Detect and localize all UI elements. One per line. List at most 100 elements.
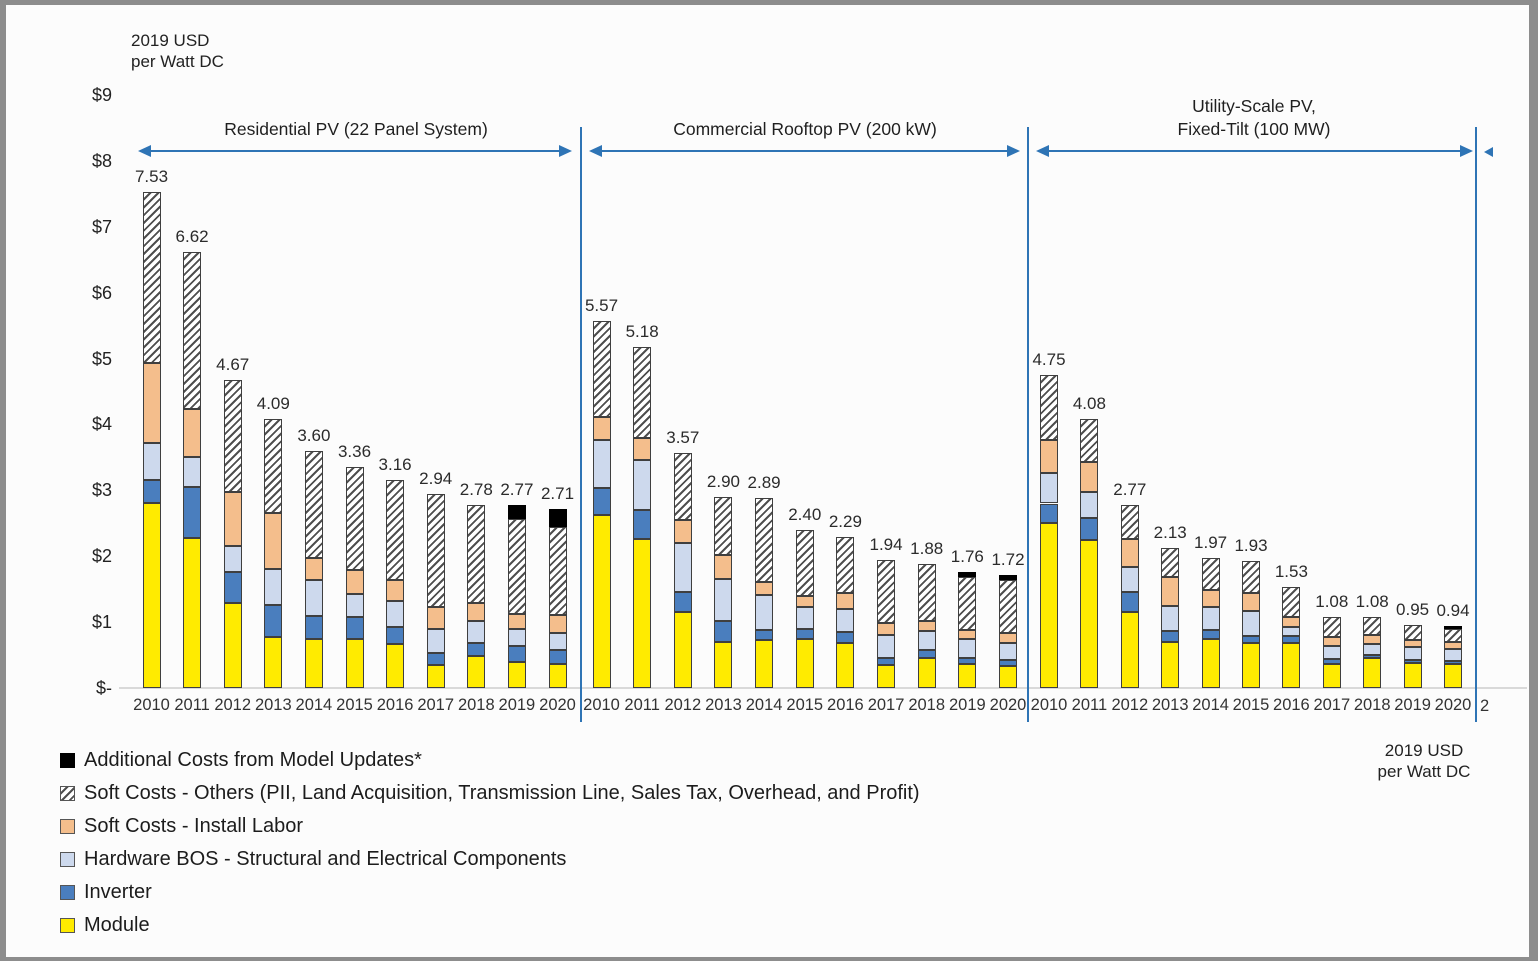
segment-hardware_bos-residential-2015 (345, 593, 364, 618)
segment-hardware_bos-commercial-2011 (633, 460, 652, 511)
segment-inverter-residential-2015 (345, 617, 364, 640)
y-tick--: $- (95, 678, 112, 698)
x-tick-year: 2019 (1394, 696, 1431, 714)
segment-hardware_bos-commercial-2013 (714, 578, 733, 622)
segment-hardware_bos-utilityscale-2018 (1363, 643, 1382, 656)
segment-module-residential-2020 (548, 664, 567, 688)
model-updates-swatch-icon (60, 753, 75, 768)
segment-inverter-residential-2012 (223, 572, 242, 603)
segment-soft_other-residential-2018 (467, 504, 486, 603)
segment-inverter-commercial-2014 (755, 630, 774, 640)
bar-total-label: 2.40 (788, 504, 822, 524)
segment-install_labor-residential-2015 (345, 570, 364, 594)
segment-soft_other-utilityscale-2011 (1080, 419, 1099, 462)
segment-soft_other-commercial-2020 (999, 579, 1017, 634)
bar-total-label: 5.57 (584, 295, 619, 315)
segment-inverter-commercial-2016 (836, 631, 855, 643)
segment-install_labor-residential-2013 (264, 512, 283, 570)
bar-total-label: 1.93 (1234, 535, 1268, 555)
segment-soft_other-residential-2017 (426, 494, 445, 607)
segment-module-residential-2012 (223, 603, 242, 688)
segment-inverter-commercial-2019 (958, 657, 977, 664)
segment-inverter-residential-2014 (304, 616, 323, 639)
bar-total-label: 3.16 (378, 454, 412, 474)
bar-total-label: 0.94 (1436, 601, 1470, 621)
bar-total-label: 3.36 (337, 441, 372, 461)
legend: Additional Costs from Model Updates* Sof… (60, 744, 920, 942)
segment-soft_other-utilityscale-2019 (1403, 625, 1422, 640)
x-tick-year: 2016 (827, 696, 864, 714)
segment-inverter-utilityscale-2016 (1282, 635, 1301, 644)
bar-total-label: 1.88 (910, 539, 944, 559)
x-tick-year: 2015 (1232, 696, 1270, 714)
segment-install_labor-utilityscale-2011 (1080, 461, 1099, 492)
module-swatch-icon (60, 918, 75, 933)
x-tick-year: 2015 (336, 696, 373, 714)
bar-total-label: 2.89 (747, 472, 781, 492)
y-axis-units-label: 2019 USD per Watt DC (131, 30, 224, 72)
segment-module-commercial-2017 (877, 664, 896, 688)
bar-total-label: 2.71 (540, 484, 575, 504)
x-tick-year: 2010 (1030, 696, 1068, 714)
segment-inverter-utilityscale-2010 (1040, 503, 1058, 523)
segment-inverter-residential-2016 (386, 627, 405, 644)
segment-install_labor-commercial-2014 (755, 581, 774, 596)
segment-install_labor-commercial-2016 (836, 593, 855, 609)
bar-total-label: 2.29 (828, 512, 862, 532)
segment-module-residential-2013 (264, 636, 283, 688)
segment-soft_other-utilityscale-2014 (1201, 558, 1220, 591)
bar-total-label: 7.53 (134, 166, 169, 186)
segment-module-utilityscale-2015 (1242, 642, 1260, 688)
x-tick-year: 2013 (705, 696, 742, 714)
segment-module-commercial-2011 (633, 539, 652, 688)
segment-module-utilityscale-2019 (1403, 662, 1422, 688)
segment-soft_other-utilityscale-2013 (1161, 547, 1180, 578)
segment-module-utilityscale-2014 (1201, 639, 1220, 688)
bar-total-label: 2.94 (419, 469, 453, 489)
segment-hardware_bos-residential-2016 (386, 601, 405, 628)
segment-module-utilityscale-2013 (1161, 641, 1180, 688)
segment-hardware_bos-utilityscale-2017 (1322, 645, 1341, 659)
x-tick-year: 2012 (1111, 696, 1149, 714)
bar-total-label: 2.13 (1153, 522, 1187, 542)
soft-costs-others-swatch-icon (60, 786, 75, 801)
segment-inverter-utilityscale-2020 (1444, 660, 1462, 664)
segment-soft_other-commercial-2010 (592, 320, 611, 418)
segment-inverter-utilityscale-2015 (1242, 635, 1260, 643)
units-line-1: 2019 USD (1384, 741, 1464, 760)
segment-hardware_bos-residential-2011 (183, 457, 202, 488)
segment-hardware_bos-residential-2010 (142, 442, 161, 480)
section-title-utility: Utility-Scale PV, Fixed-Tilt (100 MW) (1177, 96, 1331, 139)
bar-total-label: 2.90 (706, 471, 740, 491)
segment-module-commercial-2018 (917, 658, 936, 688)
segment-inverter-utilityscale-2013 (1161, 631, 1180, 642)
segment-module-utilityscale-2018 (1363, 658, 1382, 688)
segment-install_labor-commercial-2019 (958, 630, 977, 640)
x-tick-year: 2014 (745, 696, 783, 714)
segment-hardware_bos-residential-2019 (507, 629, 526, 647)
segment-soft_other-utilityscale-2020 (1444, 629, 1462, 642)
bar-total-label: 6.62 (175, 226, 209, 246)
bar-total-label: 5.18 (625, 321, 659, 341)
segment-inverter-commercial-2010 (592, 488, 611, 515)
segment-inverter-utilityscale-2018 (1363, 655, 1382, 659)
x-tick-year: 2017 (867, 696, 905, 714)
x-tick-year: 2011 (624, 696, 660, 714)
legend-item-module: Module (60, 909, 920, 942)
y-tick-7: $7 (91, 216, 112, 237)
segment-module-utilityscale-2010 (1040, 522, 1058, 688)
y-tick-4: $4 (91, 414, 112, 435)
segment-module-commercial-2016 (836, 642, 855, 688)
range-arrow-utility (1036, 145, 1473, 157)
x-tick-year: 2010 (133, 696, 170, 714)
segment-install_labor-utilityscale-2016 (1282, 617, 1301, 627)
segment-install_labor-residential-2011 (183, 408, 202, 458)
segment-module-residential-2015 (345, 639, 364, 688)
x-tick-year: 2013 (1151, 696, 1189, 714)
segment-soft_other-residential-2020 (548, 526, 567, 615)
segment-module-utilityscale-2016 (1282, 643, 1301, 688)
segment-hardware_bos-commercial-2015 (795, 606, 814, 629)
segment-inverter-commercial-2020 (999, 660, 1017, 666)
x-tick-year: 2016 (376, 696, 414, 714)
range-arrow-commercial (589, 145, 1020, 157)
